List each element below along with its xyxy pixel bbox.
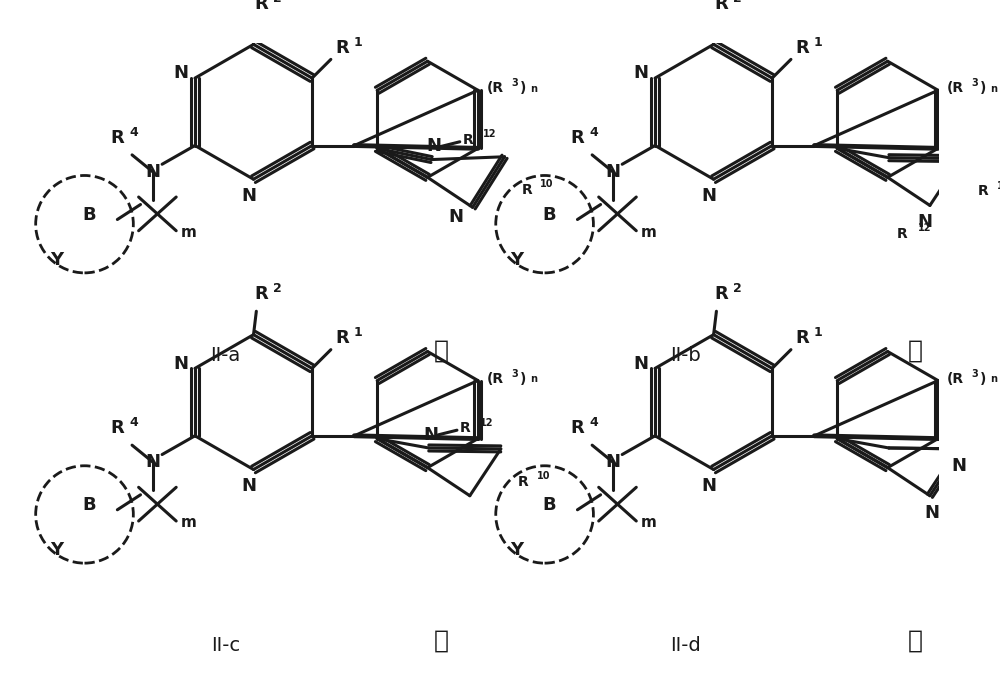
Text: R: R [714, 285, 728, 303]
Text: R: R [795, 329, 809, 348]
Text: m: m [180, 225, 196, 240]
Text: II-b: II-b [670, 346, 701, 365]
Text: Y: Y [50, 251, 63, 269]
Text: 2: 2 [733, 282, 741, 295]
Text: R: R [110, 129, 124, 147]
Text: N: N [423, 426, 438, 444]
Text: 4: 4 [130, 416, 138, 429]
Text: n: n [530, 374, 537, 385]
Text: N: N [633, 64, 648, 83]
Text: N: N [241, 187, 256, 205]
Text: B: B [82, 206, 96, 224]
Text: 1: 1 [814, 326, 823, 339]
Text: Y: Y [50, 541, 63, 559]
Text: N: N [633, 354, 648, 373]
Text: R: R [795, 39, 809, 57]
Text: ): ) [520, 81, 527, 96]
Text: R: R [463, 133, 473, 147]
Text: R: R [335, 39, 349, 57]
Text: N: N [701, 187, 716, 205]
Text: 12: 12 [483, 129, 497, 139]
Text: m: m [180, 516, 196, 531]
Text: ): ) [520, 372, 527, 386]
Text: R: R [521, 182, 532, 197]
Text: (R: (R [947, 81, 964, 96]
Text: R: R [110, 419, 124, 437]
Text: 10: 10 [997, 181, 1000, 191]
Text: R: R [570, 129, 584, 147]
Text: R: R [518, 475, 528, 488]
Text: ): ) [980, 81, 987, 96]
Text: N: N [448, 208, 463, 225]
Text: 2: 2 [273, 0, 281, 5]
Text: N: N [918, 213, 933, 232]
Text: 4: 4 [590, 126, 598, 139]
Text: 1: 1 [354, 326, 362, 339]
Text: 、: 、 [434, 339, 449, 363]
Text: m: m [641, 516, 656, 531]
Text: 3: 3 [972, 79, 978, 88]
Text: R: R [714, 0, 728, 13]
Text: R: R [460, 421, 471, 435]
Text: N: N [145, 163, 160, 181]
Text: 2: 2 [273, 282, 281, 295]
Text: N: N [952, 457, 967, 475]
Text: 3: 3 [972, 369, 978, 378]
Text: 12: 12 [918, 223, 931, 233]
Text: N: N [241, 477, 256, 495]
Text: N: N [924, 503, 939, 522]
Text: 2: 2 [733, 0, 741, 5]
Text: II-a: II-a [210, 346, 240, 365]
Text: 10: 10 [536, 471, 550, 481]
Text: 3: 3 [512, 369, 518, 378]
Text: Y: Y [510, 541, 523, 559]
Text: R: R [897, 227, 908, 240]
Text: 12: 12 [480, 418, 494, 428]
Text: 4: 4 [130, 126, 138, 139]
Text: N: N [605, 163, 620, 181]
Text: R: R [978, 184, 989, 198]
Text: R: R [335, 329, 349, 348]
Text: R: R [254, 285, 268, 303]
Text: 1: 1 [354, 36, 362, 49]
Text: B: B [542, 206, 556, 224]
Text: 1: 1 [814, 36, 823, 49]
Text: 、: 、 [908, 339, 923, 363]
Text: (R: (R [487, 372, 504, 386]
Text: 、: 、 [908, 629, 923, 653]
Text: R: R [570, 419, 584, 437]
Text: n: n [530, 84, 537, 94]
Text: m: m [641, 225, 656, 240]
Text: n: n [990, 374, 997, 385]
Text: B: B [542, 496, 556, 514]
Text: B: B [82, 496, 96, 514]
Text: R: R [254, 0, 268, 13]
Text: N: N [173, 64, 188, 83]
Text: Y: Y [510, 251, 523, 269]
Text: N: N [701, 477, 716, 495]
Text: II-c: II-c [211, 636, 240, 655]
Text: n: n [990, 84, 997, 94]
Text: II-d: II-d [670, 636, 701, 655]
Text: (R: (R [947, 372, 964, 386]
Text: ): ) [980, 372, 987, 386]
Text: 4: 4 [590, 416, 598, 429]
Text: N: N [605, 453, 620, 471]
Text: (R: (R [487, 81, 504, 96]
Text: N: N [145, 453, 160, 471]
Text: N: N [426, 137, 441, 156]
Text: 10: 10 [540, 179, 554, 189]
Text: 3: 3 [512, 79, 518, 88]
Text: 、: 、 [434, 629, 449, 653]
Text: N: N [173, 354, 188, 373]
